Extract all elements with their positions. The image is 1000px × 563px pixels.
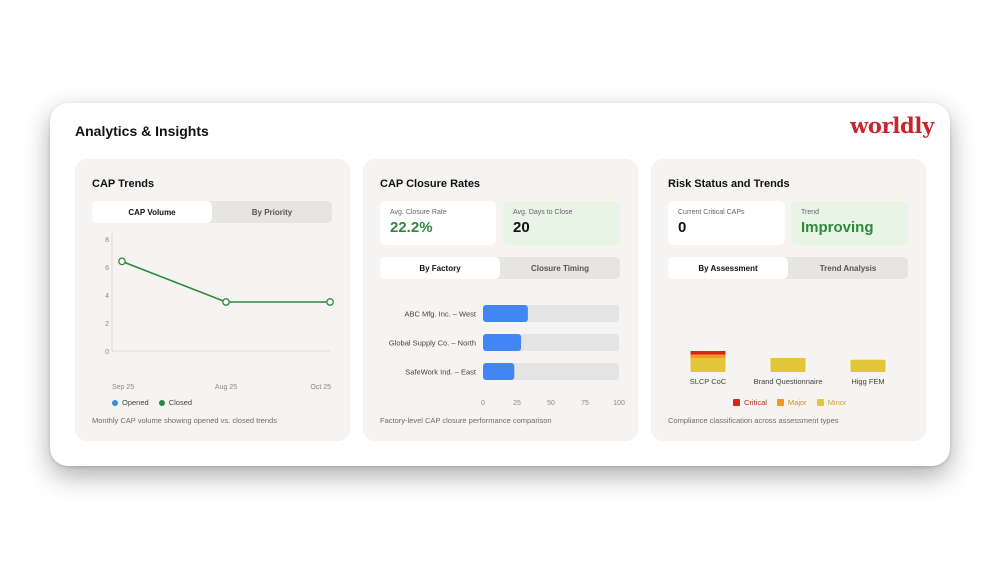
closure-caption: Factory-level CAP closure performance co… [380,416,552,425]
cap-trends-title: CAP Trends [92,178,155,190]
y-tick-label: 0 [105,349,109,356]
avg-closure-rate-stat: Avg. Closure Rate 22.2% [380,201,496,245]
critical-caps-stat: Current Critical CAPs 0 [668,201,785,245]
bar-value [483,363,515,380]
closure-rates-card: CAP Closure Rates Avg. Closure Rate 22.2… [363,159,638,441]
avg-days-value: 20 [513,219,530,236]
y-tick-label: 8 [105,237,109,244]
brand-logo: worldly [850,113,934,138]
closure-toggle: By Factory Closure Timing [380,257,620,279]
critical-caps-value: 0 [678,219,687,236]
analytics-window: Analytics & Insights worldly CAP Trends … [50,103,950,466]
avg-closure-rate-label: Avg. Closure Rate [390,209,447,216]
tab-closure-timing[interactable]: Closure Timing [530,263,590,273]
cap-trends-line-chart: 0 2 4 6 8 Sep 25 Aug 25 Oct 25 [105,233,334,391]
risk-stacked-chart: SLCP CoC Brand Questionnaire Higg FEM [690,351,886,386]
series-line-closed [121,260,330,303]
tab-trend-analysis[interactable]: Trend Analysis [819,263,877,273]
tab-cap-volume[interactable]: CAP Volume [92,201,212,223]
bar-value [483,334,522,351]
legend-opened-label: Opened [122,398,149,407]
legend-major: Major [776,398,807,407]
x-tick-label: Oct 25 [310,384,331,391]
risk-legend: Critical Major Minor [733,398,846,407]
stack-segment-minor [770,358,806,372]
y-tick-label: 4 [105,293,109,300]
y-tick-label: 6 [105,265,109,272]
stack-segment-major [690,354,726,358]
trend-label: Trend [801,209,820,216]
bar-category-label: Higg FEM [851,377,884,386]
bar-category-label: ABC Mfg. Inc. – West [404,310,476,319]
bar-category-label: SafeWork Ind. – East [405,368,477,377]
cap-trends-toggle: CAP Volume By Priority [92,201,332,223]
legend-opened: Opened [112,398,149,407]
tab-by-assessment[interactable]: By Assessment [668,257,788,279]
cap-trends-legend: Opened Closed [112,398,192,407]
legend-critical-label: Critical [744,398,767,407]
page-title: Analytics & Insights [75,123,209,139]
data-point-closed [326,298,334,306]
critical-caps-label: Current Critical CAPs [678,209,745,216]
bar-category-label: SLCP CoC [690,377,727,386]
stack-segment-minor [690,358,726,372]
x-tick-label: Sep 25 [112,384,134,391]
x-tick-label: Aug 25 [215,384,237,391]
closure-bar-chart: ABC Mfg. Inc. – West Global Supply Co. – … [389,305,625,407]
x-tick-label: 75 [581,400,589,407]
legend-closed: Closed [158,398,193,407]
closure-rates-title: CAP Closure Rates [380,178,481,190]
stack-segment-minor [850,359,886,372]
stack-segment-critical [690,351,726,355]
data-point-closed [222,298,230,306]
risk-status-card: Risk Status and Trends Current Critical … [651,159,926,441]
x-tick-label: 0 [481,400,485,407]
tab-by-priority[interactable]: By Priority [251,207,293,217]
legend-major-label: Major [787,398,807,407]
cap-trends-card: CAP Trends CAP Volume By Priority 0 2 4 6 8 S… [75,159,350,441]
avg-days-stat: Avg. Days to Close 20 [503,201,620,245]
bar-value [483,305,528,322]
tab-by-factory[interactable]: By Factory [380,257,500,279]
minor-swatch [816,399,824,406]
critical-swatch [733,399,740,406]
cap-trends-caption: Monthly CAP volume showing opened vs. cl… [92,416,277,425]
y-tick-label: 2 [105,321,109,328]
avg-days-label: Avg. Days to Close [513,209,573,216]
opened-swatch [112,399,118,406]
x-tick-label: 100 [613,400,625,407]
legend-minor: Minor [816,398,847,407]
trend-stat: Trend Improving [791,201,908,245]
avg-closure-rate-value: 22.2% [390,219,433,236]
x-tick-label: 50 [547,400,555,407]
legend-closed-label: Closed [168,398,193,407]
bar-category-label: Global Supply Co. – North [389,339,476,348]
risk-toggle: By Assessment Trend Analysis [668,257,908,279]
bar-category-label: Brand Questionnaire [754,377,823,386]
trend-value: Improving [801,219,874,236]
x-tick-label: 25 [513,400,521,407]
legend-minor-label: Minor [827,398,847,407]
risk-status-title: Risk Status and Trends [668,178,790,190]
bar-track [483,363,619,380]
data-point-closed [118,257,126,266]
major-swatch [776,399,784,406]
closed-swatch [158,399,165,406]
risk-caption: Compliance classification across assessm… [668,416,839,425]
legend-critical: Critical [733,398,767,407]
